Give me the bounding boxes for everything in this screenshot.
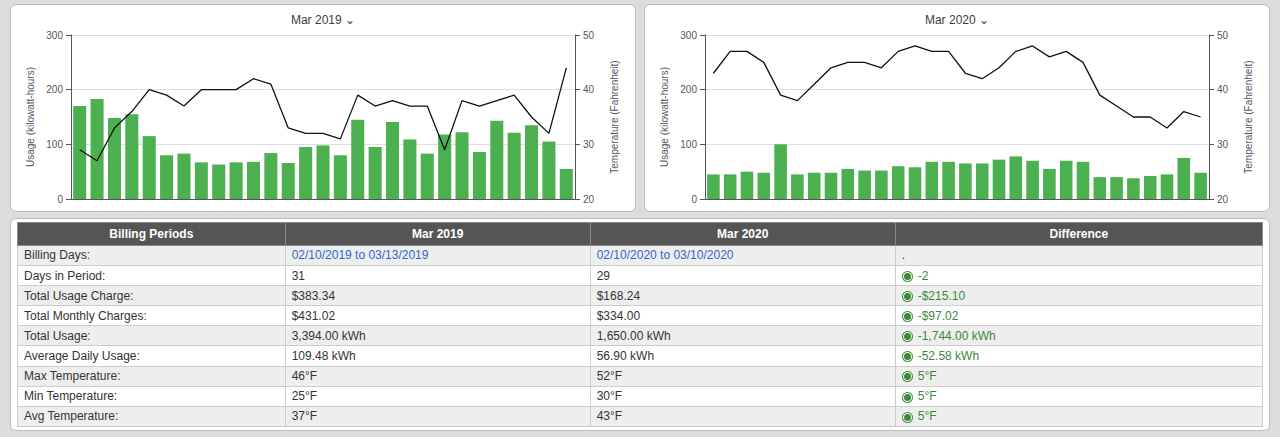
html-text:Mar 2019: Mar 2019 [412,226,464,241]
html-text:30°F: 30°F [596,389,623,404]
svg-text:Temperature (Fahrenheit): Temperature (Fahrenheit) [609,60,620,173]
html-text:$334.00: $334.00 [596,308,641,323]
svg-text:30: 30 [1217,139,1229,150]
svg-text:0: 0 [691,194,697,205]
html-text:3,394.00 kWh: 3,394.00 kWh [291,328,366,343]
html-text:Billing Periods: Billing Periods [109,226,194,241]
svg-text:50: 50 [1217,30,1229,41]
html-text:109.48 kWh: 109.48 kWh [291,349,356,363]
html-text:-2: -2 [917,268,929,283]
html-text:1,650.00 kWh: 1,650.00 kWh [596,328,671,343]
svg-text:40: 40 [583,84,595,95]
html-text:-$97.02: -$97.02 [917,308,959,323]
svg-text:20: 20 [583,194,595,205]
svg-text:Usage (kilowatt-hours): Usage (kilowatt-hours) [659,67,670,167]
html-text:43°F: 43°F [596,409,623,424]
html-text:25°F: 25°F [291,389,318,404]
html-text:$168.24: $168.24 [596,288,641,303]
html-text:5°F: 5°F [917,409,937,424]
html-text:Days in Period:: Days in Period: [24,268,106,283]
html-text:5°F: 5°F [917,389,937,404]
html-text:56.90 kWh: 56.90 kWh [596,349,655,363]
html-text:$431.02: $431.02 [291,308,336,323]
html-text:Max Temperature:: Max Temperature: [24,369,121,384]
svg-text:200: 200 [46,84,63,95]
html-text:02/10/2020 to 03/10/2020: 02/10/2020 to 03/10/2020 [596,248,734,263]
html-text:46°F: 46°F [291,369,318,384]
html-text:5°F: 5°F [917,369,937,384]
svg-text:Mar 2020 ⌄: Mar 2020 ⌄ [925,13,989,27]
svg-text:200: 200 [680,84,697,95]
svg-text:30: 30 [583,139,595,150]
html-text:29: 29 [596,268,610,283]
html-text:Total Usage:: Total Usage: [24,328,91,343]
html-text:37°F: 37°F [291,409,318,424]
html-text:Total Monthly Charges:: Total Monthly Charges: [24,308,147,323]
html-text:Avg Temperature:: Avg Temperature: [24,409,119,424]
html-text:Mar 2020: Mar 2020 [717,226,769,241]
svg-text:Mar 2019 ⌄: Mar 2019 ⌄ [291,13,355,27]
svg-text:40: 40 [1217,84,1229,95]
svg-text:Temperature (Fahrenheit): Temperature (Fahrenheit) [1243,60,1254,173]
html-text:31: 31 [291,268,305,283]
svg-text:Usage (kilowatt-hours): Usage (kilowatt-hours) [25,67,36,167]
svg-text:50: 50 [583,30,595,41]
html-text:Billing Days:: Billing Days: [24,248,90,263]
svg-text:300: 300 [46,30,63,41]
html-text:Difference: Difference [1049,226,1109,241]
html-text:-52.58 kWh: -52.58 kWh [917,349,980,363]
svg-text:0: 0 [57,194,63,205]
html-text:Min Temperature:: Min Temperature: [24,389,118,404]
html-text:52°F: 52°F [596,369,623,384]
html-text:-1,744.00 kWh: -1,744.00 kWh [917,328,996,343]
svg-text:20: 20 [1217,194,1229,205]
html-text:Total Usage Charge:: Total Usage Charge: [24,288,134,303]
html-text:-$215.10: -$215.10 [917,288,966,303]
html-text:Average Daily Usage:: Average Daily Usage: [24,349,140,363]
svg-text:100: 100 [46,139,63,150]
svg-text:100: 100 [680,139,697,150]
html-text:$383.34: $383.34 [291,288,336,303]
svg-text:300: 300 [680,30,697,41]
html-text:02/10/2019 to 03/13/2019: 02/10/2019 to 03/13/2019 [291,248,429,263]
